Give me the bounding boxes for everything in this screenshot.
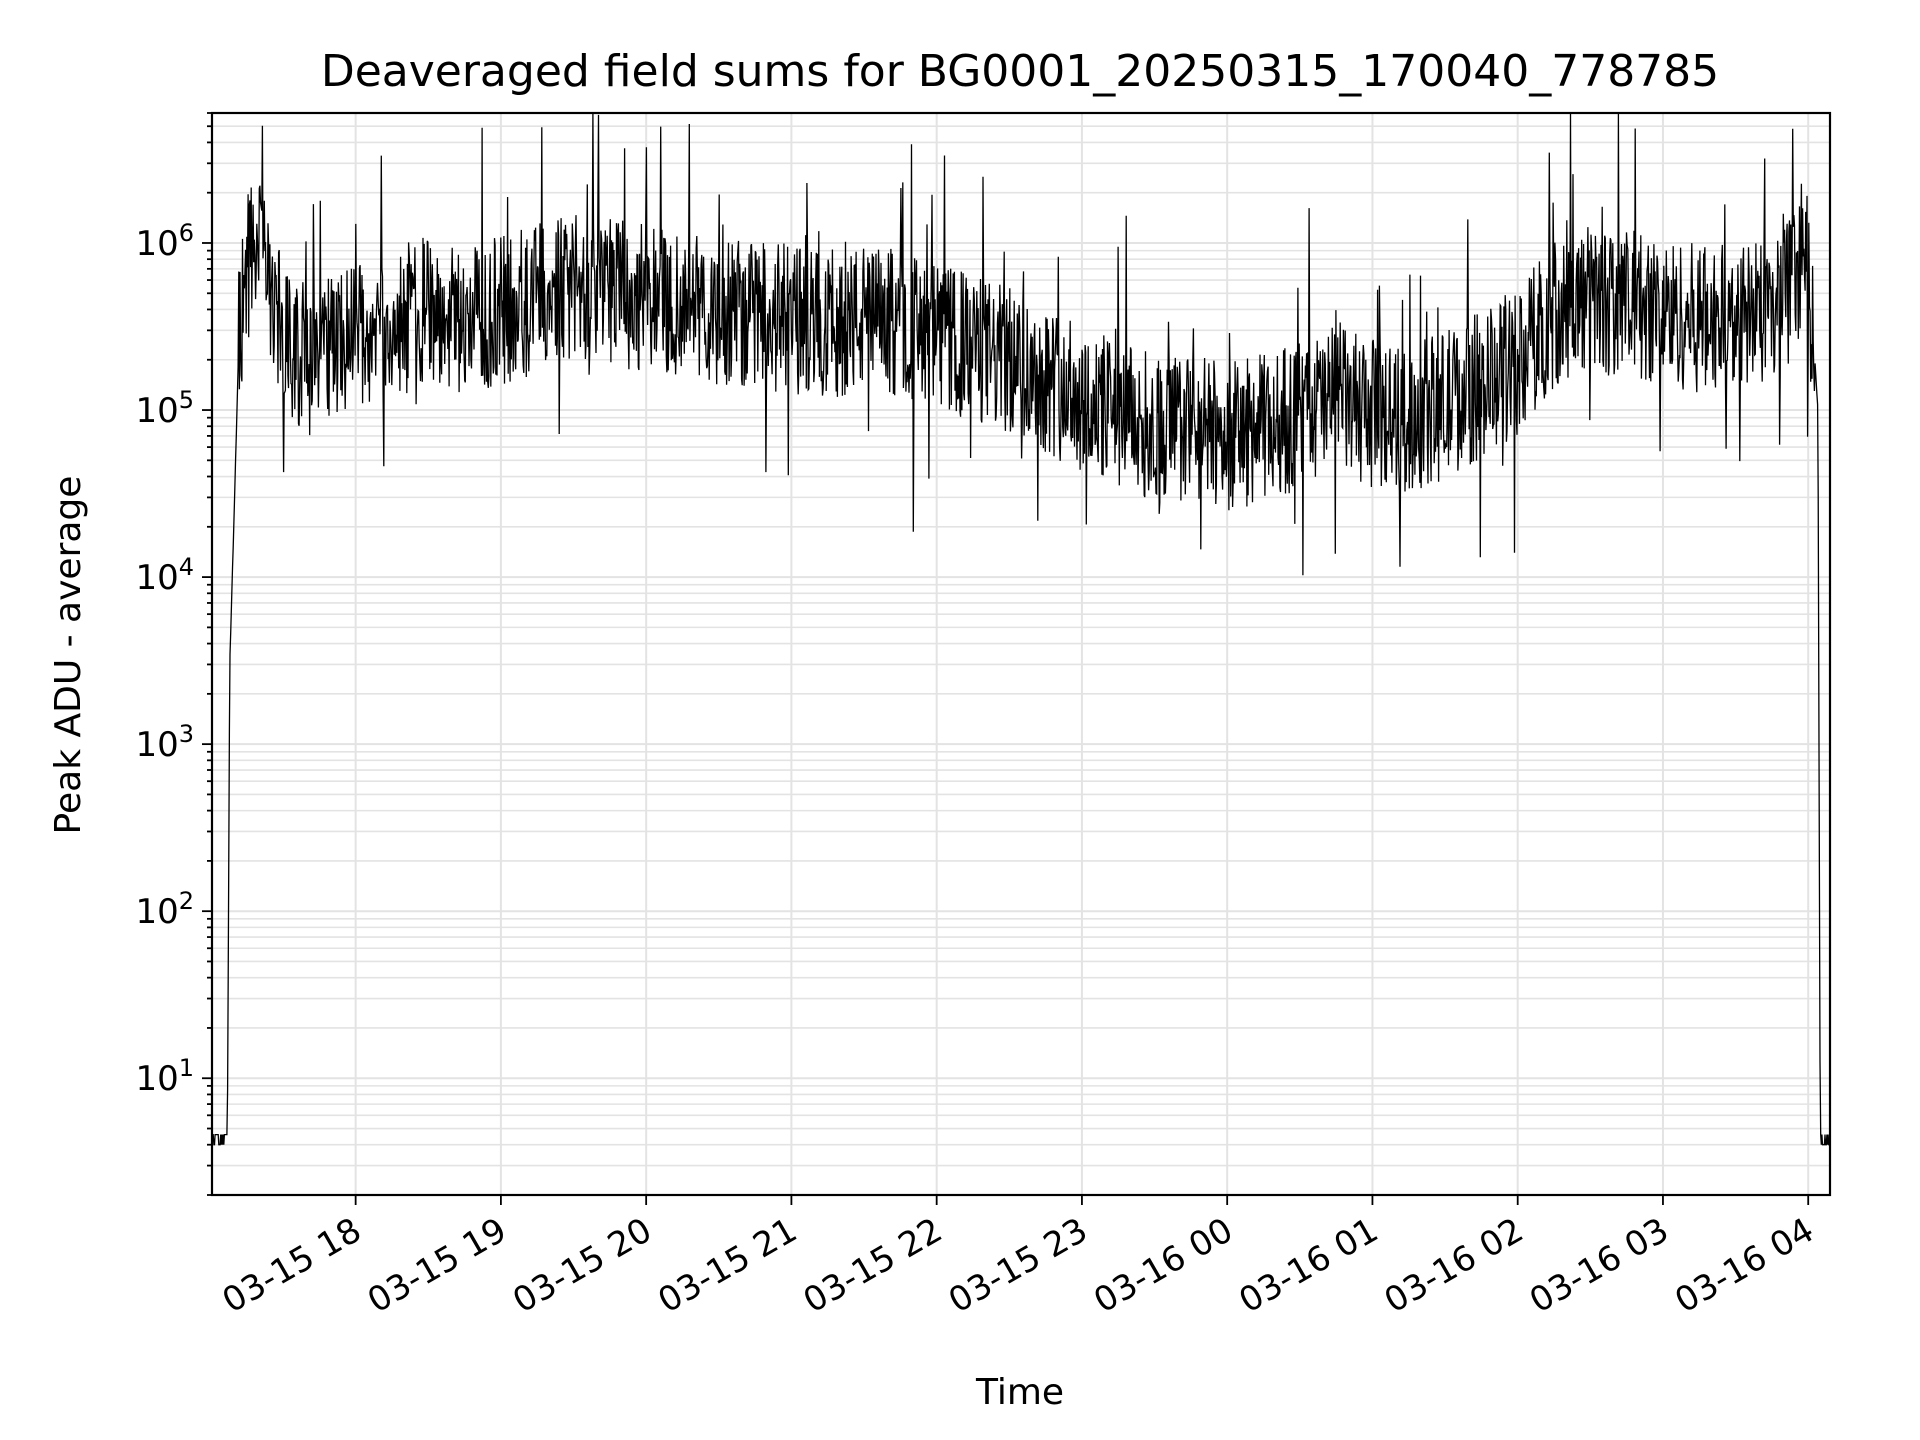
- y-axis-label: Peak ADU - average: [48, 476, 89, 835]
- x-axis-label: Time: [975, 1372, 1064, 1413]
- y-tick-label: 104: [135, 553, 194, 598]
- plot-frame: [210, 111, 1832, 1197]
- series-line: [212, 112, 1830, 1146]
- y-tick-label: 105: [135, 386, 194, 431]
- grid: [212, 112, 1830, 1196]
- y-tick-label: 101: [135, 1054, 194, 1099]
- y-tick-label: 103: [135, 720, 194, 765]
- chart-title: Deaveraged field sums for BG0001_2025031…: [321, 46, 1719, 97]
- y-tick-label: 106: [135, 219, 194, 264]
- series-layer: [212, 112, 1830, 1146]
- y-tick-label: 102: [135, 887, 194, 932]
